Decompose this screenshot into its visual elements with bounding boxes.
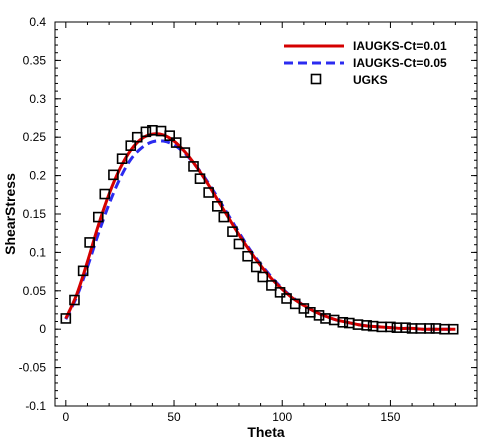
ugks-point (84, 237, 95, 248)
ugks-point (125, 140, 137, 151)
ugks-point (281, 293, 292, 304)
ugks-point (337, 316, 349, 328)
ugks-point (400, 322, 411, 333)
ugks-point (60, 313, 72, 324)
ugks-point (212, 201, 223, 212)
y-tick-label: 0.35 (23, 53, 47, 67)
ugks-point (194, 173, 206, 184)
y-tick-label: -0.1 (25, 399, 46, 413)
y-axis-title: ShearStress (2, 173, 18, 255)
y-tick-label: 0.1 (29, 245, 46, 259)
ugks-point (77, 265, 89, 277)
ugks-point (140, 126, 152, 138)
ugks-point (424, 323, 435, 334)
y-axis-ticks: -0.1 -0.05 0 0.05 0.1 0.15 0.2 0.25 0.3 0.35 0.4 (19, 15, 477, 413)
ugks-point (257, 271, 269, 283)
x-tick-label: 50 (167, 410, 181, 424)
ugks-point (218, 211, 230, 223)
y-tick-label: 0.05 (23, 284, 47, 298)
ugks-point (242, 250, 253, 262)
ugks-point (203, 187, 214, 198)
x-axis-title: Theta (247, 424, 285, 440)
ugks-point (266, 280, 277, 291)
ugks-point (164, 130, 175, 141)
legend: IAUGKS-Ct=0.01 IAUGKS-Ct=0.05 UGKS (284, 39, 447, 87)
ugks-point (92, 211, 104, 223)
ugks-point (274, 287, 286, 298)
x-axis-ticks: 0 50 100 150 (62, 22, 456, 424)
legend-label: IAUGKS-Ct=0.01 (353, 39, 447, 53)
ugks-point (233, 238, 245, 250)
ugks-point (131, 131, 143, 143)
series-ugks-markers (60, 124, 459, 335)
y-tick-label: 0.15 (23, 207, 47, 221)
ugks-point (179, 147, 191, 158)
y-tick-label: 0.3 (29, 92, 46, 106)
ugks-point (69, 294, 80, 306)
y-tick-label: -0.05 (19, 361, 47, 375)
y-tick-label: 0 (39, 322, 46, 336)
ugks-point (447, 323, 459, 335)
ugks-point (250, 261, 262, 273)
ugks-point (170, 137, 182, 148)
series-layer (60, 124, 459, 335)
plot-border (54, 21, 478, 407)
y-tick-label: 0.25 (23, 130, 47, 144)
x-tick-label: 100 (272, 410, 292, 424)
ugks-point (227, 226, 238, 237)
legend-label: IAUGKS-Ct=0.05 (353, 56, 447, 70)
ugks-point (116, 153, 128, 165)
x-tick-label: 150 (380, 410, 400, 424)
y-tick-label: 0.2 (29, 169, 46, 183)
ugks-point (385, 321, 396, 333)
legend-label: UGKS (353, 73, 388, 87)
ugks-point (108, 169, 119, 181)
plot-frame (54, 21, 478, 407)
y-tick-label: 0.4 (29, 15, 46, 29)
ugks-point (188, 161, 199, 172)
ugks-point (361, 320, 372, 331)
series-ct005-line (64, 139, 456, 331)
ugks-point (99, 188, 111, 200)
legend-marker-ugks (310, 73, 322, 85)
ugks-point (313, 310, 325, 321)
x-tick-label: 0 (62, 410, 69, 424)
